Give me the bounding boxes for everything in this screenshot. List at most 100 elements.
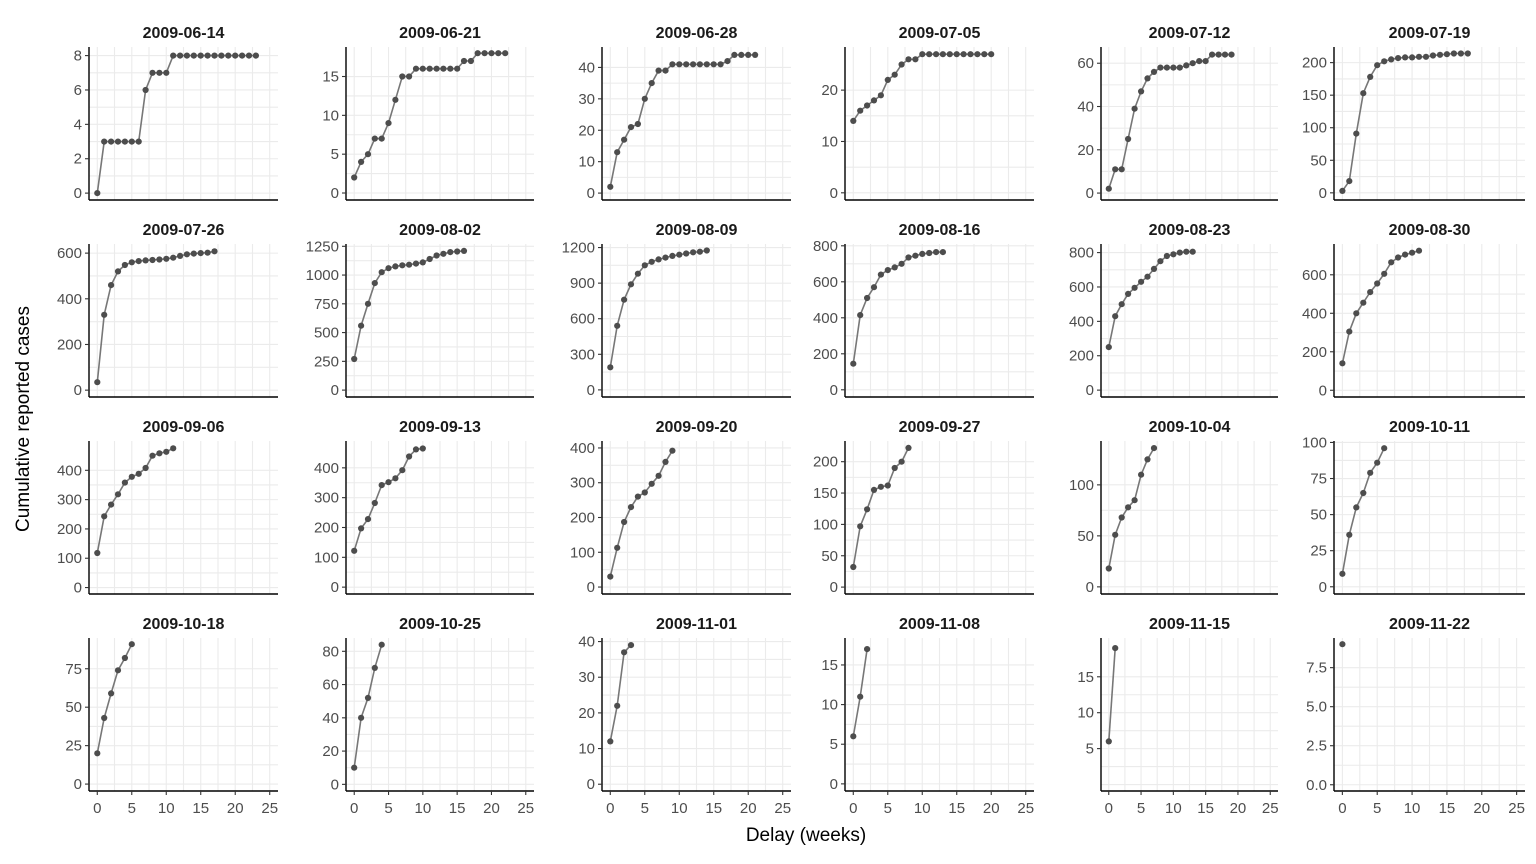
facet-panel: 5 10 15 0 5 10 15 20 25 2009-11-15 [1077,616,1278,817]
data-point [406,73,413,80]
data-point [864,646,871,653]
y-tick-label: 800 [813,238,838,255]
data-point [1112,531,1119,538]
data-point [1150,68,1158,75]
data-point [627,124,635,131]
x-tick-label: 5 [1373,800,1381,817]
x-tick-label: 15 [705,800,722,817]
y-tick-label: 80 [322,643,339,660]
x-tick-label: 10 [158,800,175,817]
x-tick-label: 10 [1404,800,1421,817]
x-tick-label: 5 [384,800,392,817]
data-point [850,733,857,740]
data-point [502,50,509,57]
data-point [731,51,738,59]
data-point [939,249,947,256]
data-point [641,262,648,269]
data-point [905,444,912,451]
y-tick-label: 300 [570,346,595,363]
x-tick-label: 0 [1105,800,1113,817]
x-tick-label: 15 [1439,800,1456,817]
data-point [128,259,135,266]
y-tick-label: 0 [587,382,595,399]
data-point [1189,60,1196,67]
data-point [467,57,474,65]
data-point [717,61,724,68]
data-point [351,355,358,363]
data-point [1176,64,1183,71]
data-point [703,61,710,68]
x-tick-label: 25 [774,800,791,817]
data-point [1360,489,1367,497]
data-point [481,50,488,57]
data-point [607,573,614,580]
x-tick-label: 0 [1338,800,1346,817]
data-point [634,120,642,128]
y-tick-label: 400 [1069,313,1094,330]
y-tick-label: 100 [1302,120,1327,137]
data-point [163,255,170,262]
data-point [1464,50,1471,57]
data-point [898,458,905,465]
data-point [877,271,885,278]
data-point [662,67,669,74]
y-tick-label: 0 [1086,382,1094,399]
y-tick-label: 100 [1069,477,1094,494]
data-point [988,51,995,58]
data-point [621,136,628,143]
x-tick-label: 0 [93,800,101,817]
data-point [170,445,177,452]
data-point [607,183,614,190]
data-point [412,446,420,453]
data-point [1360,90,1367,97]
data-point [1443,51,1450,58]
y-tick-label: 10 [821,133,838,150]
facet-title: 2009-11-15 [1149,616,1230,633]
facet-panel: 0 100 200 300 400 2009-09-13 [314,419,534,596]
y-tick-label: 200 [1302,344,1327,361]
data-point [1360,299,1367,306]
facet-panel: 0 50 100 150 200 2009-07-19 [1302,25,1525,202]
facet-panel: 0 10 20 30 40 2009-06-28 [578,25,791,202]
data-point [108,282,115,289]
y-tick-label: 150 [1302,87,1327,104]
y-tick-label: 100 [314,549,339,566]
data-point [1429,52,1437,59]
data-point [252,52,259,59]
data-point [614,544,621,551]
facet-title: 2009-07-19 [1389,25,1471,42]
data-point [190,250,197,257]
y-tick-label: 20 [821,82,838,99]
y-tick-label: 40 [322,710,339,727]
data-point [919,51,926,58]
y-tick-label: 200 [570,510,595,527]
data-point [101,311,108,318]
y-tick-label: 150 [813,485,838,502]
series-line [852,648,868,737]
x-tick-label: 0 [849,800,857,817]
y-tick-label: 1250 [306,238,339,255]
data-point [412,260,420,267]
data-point [1221,51,1229,58]
facet-title: 2009-10-25 [399,616,481,633]
data-point [433,65,440,72]
data-point [245,52,253,59]
facet-panel: 0 250 500 750 1000 1250 2009-08-02 [306,222,534,399]
data-point [156,69,163,76]
x-tick-label: 25 [517,800,534,817]
y-tick-label: 4 [74,116,82,133]
y-tick-label: 20 [578,705,595,722]
data-point [939,51,947,58]
data-point [1131,105,1138,112]
y-tick-label: 75 [65,661,82,678]
data-point [433,252,440,259]
facet-title: 2009-08-09 [656,222,738,239]
data-point [419,65,426,72]
y-tick-label: 400 [813,310,838,327]
data-point [1189,248,1196,255]
data-point [378,641,385,648]
x-tick-label: 20 [483,800,500,817]
data-point [967,51,974,58]
facet-title: 2009-09-13 [399,419,481,436]
data-point [627,504,635,511]
